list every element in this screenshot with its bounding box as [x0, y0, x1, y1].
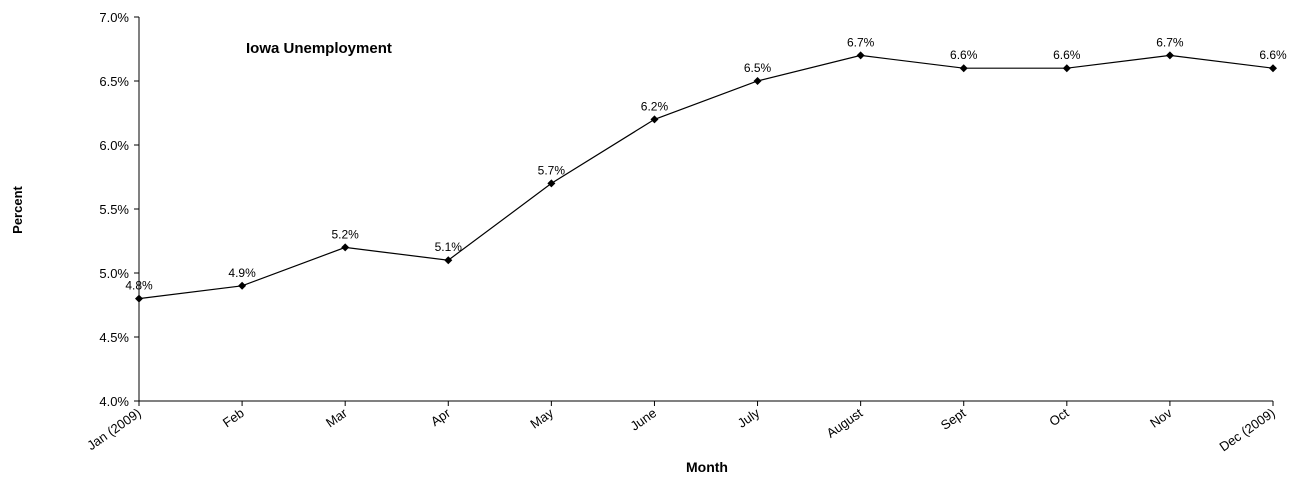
data-point	[135, 294, 143, 303]
x-tick-label: Feb	[220, 405, 247, 430]
y-tick-label: 4.0%	[99, 394, 129, 409]
series-layer: 4.8% 4.9% 5.2% 5.1% 5.7% 6.2% 6.5% 6.7% 6.6% 6.6%…	[125, 35, 1287, 303]
data-label: 5.2%	[332, 227, 360, 241]
chart-title: Iowa Unemployment	[246, 40, 392, 57]
x-tick-label: Dec (2009)	[1216, 405, 1277, 454]
y-tick-label: 6.0%	[99, 138, 129, 153]
series-line	[138, 54, 1274, 300]
y-tick-label: 5.0%	[99, 266, 129, 281]
y-tick-label: 6.5%	[99, 74, 129, 89]
x-tick-label: August	[824, 405, 866, 441]
data-point	[650, 115, 659, 124]
x-tick-label: June	[627, 405, 659, 433]
data-label: 6.7%	[1156, 35, 1184, 49]
data-point	[959, 64, 968, 73]
y-axis-title: Percent	[10, 185, 25, 233]
y-tick-label: 4.5%	[99, 330, 129, 345]
data-point	[856, 51, 865, 60]
data-label: 6.5%	[744, 61, 772, 75]
data-label: 5.1%	[435, 240, 463, 254]
axis-ticks: 4.0% 4.5% 5.0% 5.5% 6.0% 6.5% 7.0% Jan (2009) Fe…	[84, 10, 1278, 454]
x-tick-label: May	[527, 405, 556, 432]
x-axis-title: Month	[686, 459, 728, 475]
data-label: 6.7%	[847, 35, 875, 49]
x-tick-label: Oct	[1046, 405, 1071, 429]
x-tick-label: Apr	[428, 405, 454, 429]
data-point	[444, 256, 453, 265]
x-tick-label: Jan (2009)	[84, 405, 144, 453]
data-point	[1269, 64, 1277, 73]
data-point	[547, 179, 556, 188]
data-label: 6.2%	[641, 99, 669, 113]
data-point	[341, 243, 350, 252]
data-label: 4.9%	[228, 266, 256, 280]
data-label: 4.8%	[125, 279, 153, 293]
y-tick-label: 7.0%	[99, 10, 129, 25]
data-label: 6.6%	[950, 48, 978, 62]
x-tick-label: Nov	[1147, 405, 1175, 431]
x-tick-label: Mar	[323, 405, 350, 431]
data-point	[753, 77, 762, 85]
data-point	[238, 281, 247, 290]
data-label: 5.7%	[538, 163, 566, 177]
data-label: 6.6%	[1259, 48, 1287, 62]
data-label: 6.6%	[1053, 48, 1081, 62]
data-point	[1062, 64, 1071, 73]
x-tick-label: July	[735, 405, 763, 431]
x-tick-label: Sept	[938, 405, 969, 433]
data-point	[1165, 51, 1174, 60]
y-tick-label: 5.5%	[99, 202, 129, 217]
